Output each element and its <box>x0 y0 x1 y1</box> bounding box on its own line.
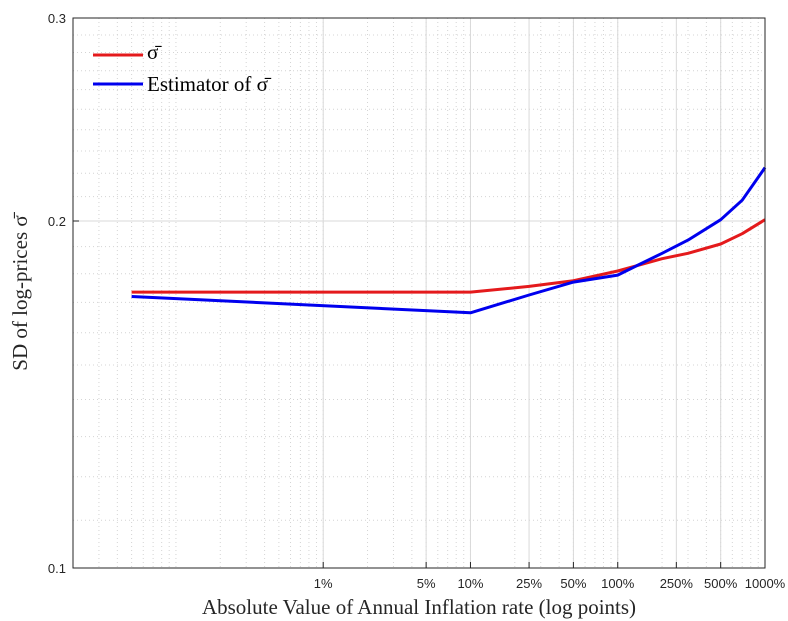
x-tick-label: 1000% <box>745 576 786 591</box>
ticks: 1% 5% 10% 25% 50% 100% 250% 500% 1000% 0.1 0.2 0.3 <box>48 11 786 591</box>
x-tick-label: 5% <box>417 576 436 591</box>
x-axis-label: Absolute Value of Annual Inflation rate … <box>202 595 636 619</box>
x-tick-label: 50% <box>560 576 586 591</box>
x-tick-label: 500% <box>704 576 738 591</box>
x-tick-label: 10% <box>457 576 483 591</box>
y-axis-label: SD of log-prices σ̄ <box>8 211 32 370</box>
plot-frame <box>72 17 766 569</box>
legend-label-estimator: Estimator of σ̄ <box>147 72 272 96</box>
x-tick-label: 1% <box>314 576 333 591</box>
legend-label-sigma-bar: σ̄ <box>147 40 162 64</box>
y-tick-label: 0.3 <box>48 11 66 26</box>
y-tick-label: 0.1 <box>48 561 66 576</box>
legend: σ̄ Estimator of σ̄ <box>93 40 272 96</box>
x-tick-label: 250% <box>660 576 694 591</box>
series-layer <box>131 166 767 315</box>
x-tick-label: 25% <box>516 576 542 591</box>
series-line-estimator <box>131 166 767 315</box>
series-line-sigma-bar <box>131 218 766 294</box>
x-tick-label: 100% <box>601 576 635 591</box>
y-tick-label: 0.2 <box>48 214 66 229</box>
